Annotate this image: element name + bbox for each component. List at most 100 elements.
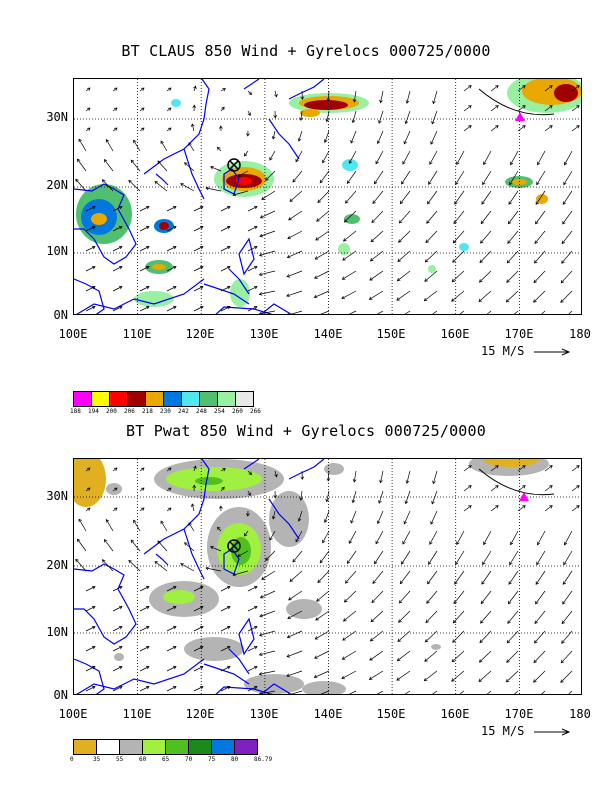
wind-vector-head bbox=[317, 579, 321, 583]
wind-vector bbox=[327, 90, 330, 101]
wind-vector-head bbox=[86, 87, 91, 91]
map2-lat-label-10: 10N bbox=[46, 625, 68, 639]
wind-vector bbox=[369, 270, 384, 281]
wind-vector bbox=[564, 150, 573, 166]
wind-vector-head bbox=[172, 625, 177, 630]
wind-vector bbox=[370, 610, 384, 622]
wind-vector bbox=[298, 510, 303, 522]
wind-vector bbox=[247, 470, 252, 475]
wind-vector bbox=[341, 670, 357, 679]
wind-vector-head bbox=[478, 298, 483, 303]
wind-vector-head bbox=[145, 205, 150, 210]
wind-vector bbox=[486, 310, 492, 314]
wind-vector-head bbox=[325, 498, 330, 503]
map1-panel bbox=[73, 78, 582, 315]
wind-vector-head bbox=[253, 605, 258, 610]
wind-vector-head bbox=[217, 526, 221, 531]
wind-vector bbox=[290, 310, 303, 314]
colorbar-tick-label: 55 bbox=[116, 756, 124, 763]
wind-vector bbox=[166, 87, 172, 92]
wind-vector-head bbox=[396, 677, 400, 681]
wind-vector-head bbox=[274, 473, 278, 478]
wind-vector-head bbox=[253, 665, 258, 670]
wind-vector bbox=[259, 610, 276, 617]
wind-vector bbox=[287, 230, 303, 239]
map2-scale-arrow-icon bbox=[533, 728, 570, 735]
wind-vector bbox=[375, 150, 384, 164]
wind-vector-head bbox=[562, 201, 567, 205]
wind-vector bbox=[342, 270, 357, 280]
wind-vector bbox=[220, 468, 226, 472]
wind-vector-head bbox=[483, 541, 487, 546]
wind-vector-head bbox=[534, 640, 538, 644]
colorbar-swatch bbox=[142, 739, 166, 755]
wind-vector bbox=[85, 666, 96, 672]
wind-vector bbox=[184, 542, 195, 552]
wind-vector bbox=[287, 610, 303, 619]
wind-vector bbox=[259, 230, 276, 237]
wind-vector bbox=[428, 550, 438, 565]
wind-vector bbox=[535, 210, 546, 225]
wind-vector bbox=[298, 130, 303, 142]
wind-vector-head bbox=[140, 487, 145, 491]
wind-vector bbox=[478, 670, 492, 682]
wind-vector-head bbox=[145, 585, 150, 590]
wind-vector bbox=[343, 610, 357, 622]
wind-vector bbox=[544, 465, 553, 472]
wind-vector bbox=[166, 586, 177, 592]
wind-vector bbox=[406, 470, 411, 484]
wind-vector-head bbox=[396, 277, 401, 282]
wind-vector bbox=[454, 570, 465, 585]
wind-vector-head bbox=[226, 685, 231, 690]
wind-vector bbox=[514, 690, 519, 694]
wind-vector-head bbox=[454, 580, 458, 585]
wind-vector bbox=[85, 226, 96, 232]
map2-lon-label-120: 120E bbox=[185, 707, 215, 721]
wind-vector bbox=[102, 179, 114, 192]
wind-vector-head bbox=[244, 152, 248, 157]
wind-vector bbox=[112, 666, 123, 672]
wind-vector bbox=[431, 110, 438, 125]
map1-lon-label-130: 130E bbox=[249, 327, 279, 341]
wind-vector-head bbox=[432, 100, 436, 105]
wind-vector-head bbox=[375, 160, 379, 165]
wind-vector-head bbox=[398, 619, 402, 623]
wind-vector-head bbox=[431, 120, 435, 125]
wind-vector bbox=[453, 610, 465, 624]
wind-vector bbox=[139, 487, 145, 492]
wind-vector bbox=[399, 190, 411, 204]
wind-vector-head bbox=[341, 675, 345, 680]
wind-vector bbox=[427, 570, 438, 585]
wind-vector bbox=[509, 170, 519, 185]
wind-vector bbox=[429, 530, 438, 545]
colorbar-tick-label: 86.79 bbox=[254, 756, 273, 763]
wind-vector-head bbox=[424, 258, 429, 263]
wind-vector bbox=[274, 470, 277, 477]
wind-vector bbox=[561, 230, 573, 244]
wind-vector-head bbox=[247, 492, 251, 497]
wind-vector-head bbox=[86, 127, 91, 131]
wind-vector bbox=[425, 230, 438, 243]
wind-vector-head bbox=[453, 600, 457, 604]
wind-vector-head bbox=[533, 659, 537, 664]
wind-vector bbox=[320, 310, 330, 314]
map1-lat-label-30: 30N bbox=[46, 110, 68, 124]
wind-vector-head bbox=[506, 659, 510, 663]
wind-vector-head bbox=[313, 674, 318, 679]
wind-vector bbox=[247, 646, 258, 652]
wind-vector bbox=[85, 487, 91, 492]
wind-vector-head bbox=[429, 541, 433, 545]
wind-vector bbox=[286, 650, 303, 658]
wind-vector-head bbox=[456, 541, 460, 546]
wind-vector bbox=[403, 130, 411, 144]
wind-vector-head bbox=[145, 685, 150, 690]
colorbar-tick-label: 194 bbox=[88, 408, 99, 415]
wind-vector-head bbox=[561, 240, 566, 245]
wind-vector-head bbox=[253, 205, 258, 210]
wind-vector bbox=[85, 646, 96, 652]
wind-vector bbox=[237, 550, 249, 557]
wind-vector bbox=[220, 306, 231, 312]
wind-vector bbox=[517, 125, 526, 132]
wind-vector bbox=[112, 107, 118, 112]
wind-vector-head bbox=[91, 225, 96, 230]
